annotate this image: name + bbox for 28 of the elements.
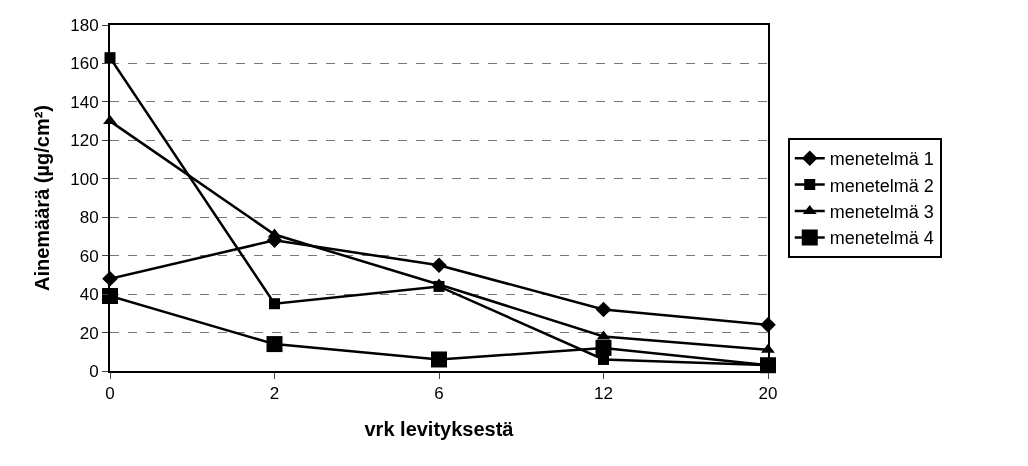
y-axis-title: Ainemäärä (µg/cm²) xyxy=(31,104,54,292)
y-tick-label: 180 xyxy=(70,15,99,35)
y-tick-label: 80 xyxy=(79,208,99,228)
y-tick-label: 20 xyxy=(79,323,99,343)
x-axis-title: vrk levityksestä xyxy=(364,418,515,441)
y-tick-label: 40 xyxy=(79,285,99,305)
y-tick-label: 0 xyxy=(89,361,99,381)
point xyxy=(269,298,280,310)
x-tick-label: 12 xyxy=(594,384,613,404)
point xyxy=(266,336,283,353)
x-tick-label: 6 xyxy=(434,384,444,404)
legend-label: menetelmä 4 xyxy=(829,228,934,249)
point xyxy=(431,257,447,274)
y-tick-label: 140 xyxy=(70,92,99,112)
legend-label: menetelmä 2 xyxy=(829,175,934,196)
y-tick-label: 60 xyxy=(79,246,99,266)
y-tick-label: 120 xyxy=(70,131,99,151)
y-tick-label: 100 xyxy=(70,169,99,189)
y-tick-label: 160 xyxy=(70,54,99,74)
legend-label: menetelmä 1 xyxy=(829,149,934,170)
point xyxy=(595,339,612,356)
x-tick-label: 20 xyxy=(758,384,778,404)
x-tick-label: 2 xyxy=(269,384,280,404)
legend-label: menetelmä 3 xyxy=(829,202,934,223)
point xyxy=(433,280,445,292)
point xyxy=(595,301,612,318)
x-tick-label: 0 xyxy=(105,384,115,404)
point xyxy=(431,351,447,368)
